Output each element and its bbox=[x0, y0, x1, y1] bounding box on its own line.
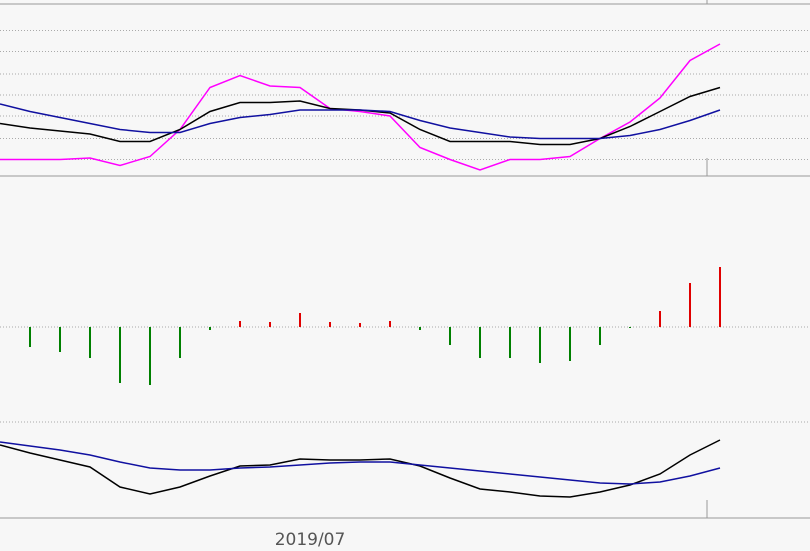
bar bbox=[149, 327, 151, 385]
bar bbox=[269, 322, 271, 327]
bar bbox=[89, 327, 91, 358]
bar bbox=[539, 327, 541, 363]
bar bbox=[719, 267, 721, 327]
bar bbox=[119, 327, 121, 383]
bar bbox=[209, 327, 211, 330]
bar bbox=[479, 327, 481, 358]
bar bbox=[239, 321, 241, 327]
bar bbox=[179, 327, 181, 358]
x-tick-label: 2019/07 bbox=[275, 530, 346, 550]
bar bbox=[389, 321, 391, 327]
line bbox=[0, 441, 721, 485]
bar bbox=[359, 323, 361, 327]
line bbox=[0, 439, 721, 498]
bar bbox=[659, 311, 661, 327]
bar bbox=[419, 327, 421, 330]
bar bbox=[629, 327, 631, 328]
bar bbox=[329, 322, 331, 327]
bar bbox=[689, 283, 691, 327]
line bbox=[0, 103, 721, 140]
bar bbox=[449, 327, 451, 345]
bar bbox=[599, 327, 601, 345]
bar bbox=[59, 327, 61, 352]
bar bbox=[569, 327, 571, 361]
bar bbox=[299, 313, 301, 327]
bar bbox=[29, 327, 31, 347]
line bbox=[0, 43, 721, 171]
bar bbox=[509, 327, 511, 358]
